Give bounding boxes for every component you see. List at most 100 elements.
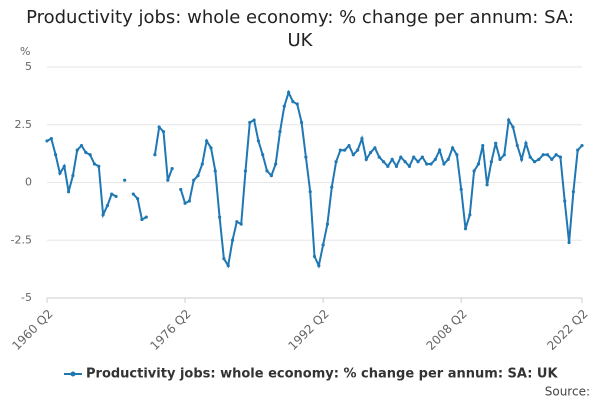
data-point — [312, 254, 317, 259]
data-point — [209, 146, 213, 150]
data-point — [269, 173, 273, 178]
data-point — [84, 150, 88, 155]
data-point — [481, 143, 485, 148]
data-point — [287, 90, 291, 95]
data-point — [515, 143, 519, 148]
data-point — [524, 141, 528, 145]
data-point — [200, 162, 204, 166]
x-tick-label: 1976 Q2 — [147, 307, 193, 353]
data-point — [485, 183, 489, 187]
data-point — [498, 157, 502, 161]
data-point — [455, 153, 459, 157]
data-point — [226, 264, 230, 268]
data-point — [170, 167, 174, 171]
data-point — [403, 160, 407, 164]
data-point — [88, 153, 92, 157]
data-point — [136, 197, 140, 201]
data-point — [554, 153, 558, 157]
data-point — [325, 222, 330, 226]
data-point — [356, 148, 360, 152]
data-point — [192, 178, 196, 182]
data-point — [45, 139, 49, 143]
data-point — [114, 194, 118, 198]
data-point — [144, 215, 148, 219]
data-point — [75, 148, 79, 152]
y-tick-label: 5 — [25, 60, 32, 73]
data-point — [368, 150, 373, 155]
data-point — [468, 213, 472, 217]
data-point — [519, 157, 524, 161]
data-point — [97, 164, 101, 168]
data-point — [105, 204, 110, 208]
data-point — [321, 243, 325, 247]
data-point — [563, 199, 567, 203]
data-point — [110, 192, 114, 196]
data-point — [304, 155, 308, 159]
y-tick-label: -2.5 — [11, 233, 32, 246]
data-point — [528, 155, 532, 159]
data-point — [282, 104, 286, 108]
data-point — [330, 185, 334, 189]
data-point — [381, 160, 386, 164]
data-point — [416, 160, 420, 164]
data-point — [373, 146, 377, 150]
data-point — [274, 162, 278, 166]
data-point — [299, 120, 304, 125]
data-point — [58, 171, 62, 175]
data-point — [248, 120, 252, 125]
data-point — [407, 164, 412, 168]
data-point — [386, 164, 390, 168]
data-point — [239, 222, 243, 226]
data-point — [235, 220, 239, 224]
data-point — [360, 137, 364, 141]
data-point — [425, 162, 429, 166]
y-tick-label: 0 — [25, 176, 32, 189]
data-point — [131, 192, 135, 196]
legend-label: Productivity jobs: whole economy: % chan… — [86, 367, 558, 382]
data-point — [571, 190, 575, 194]
data-point — [377, 155, 381, 159]
data-point — [205, 139, 209, 143]
data-point — [476, 162, 481, 166]
series-line — [46, 89, 583, 269]
data-point — [166, 178, 170, 182]
data-point — [295, 102, 299, 106]
data-point — [420, 155, 424, 159]
data-point — [511, 125, 515, 129]
data-point — [541, 153, 545, 157]
data-point — [213, 169, 217, 173]
data-point — [256, 139, 261, 143]
data-point — [442, 162, 446, 166]
data-point — [54, 153, 58, 157]
data-point — [558, 155, 563, 159]
data-point — [157, 125, 161, 129]
data-point — [187, 199, 191, 203]
data-point — [489, 160, 493, 164]
data-point — [123, 178, 127, 182]
data-point — [308, 190, 312, 194]
data-point — [429, 162, 433, 166]
data-point — [161, 130, 166, 134]
source-label: Source: — [545, 385, 590, 399]
data-point — [364, 157, 368, 161]
data-point — [252, 118, 256, 122]
data-point — [153, 153, 157, 157]
data-point — [101, 213, 105, 217]
data-point — [92, 162, 97, 166]
data-point — [230, 238, 235, 242]
data-point — [351, 153, 355, 157]
data-point — [140, 217, 144, 222]
data-point — [459, 187, 463, 192]
data-point — [196, 173, 200, 178]
data-point — [507, 118, 511, 122]
data-point — [66, 190, 71, 194]
x-tick-label: 2022 Q2 — [544, 307, 590, 353]
data-point — [394, 164, 399, 168]
data-point — [183, 201, 187, 205]
chart-title: Productivity jobs: whole economy: % chan… — [26, 7, 574, 51]
data-point — [472, 169, 476, 173]
data-point — [334, 160, 338, 164]
data-point — [217, 215, 222, 219]
data-point — [338, 148, 342, 152]
